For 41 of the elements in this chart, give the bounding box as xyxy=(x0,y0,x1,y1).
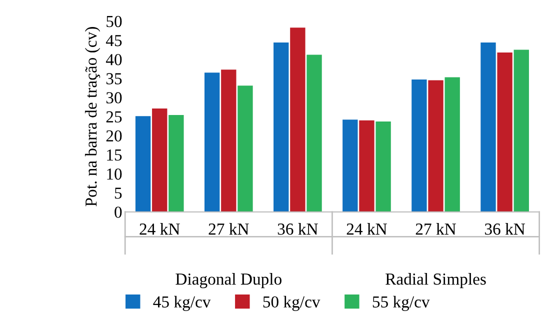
text: Radial Simples xyxy=(386,273,486,288)
bar xyxy=(428,80,444,212)
bar xyxy=(135,116,151,212)
bar xyxy=(306,54,322,212)
bar xyxy=(290,28,306,212)
y-tick-label: 15 xyxy=(107,149,122,161)
y-tick-label: 0 xyxy=(114,206,122,218)
y-tick-label: 45 xyxy=(106,35,122,46)
y-axis-title: Pot. na barra de tração (cv) xyxy=(84,27,100,206)
bar xyxy=(497,52,512,212)
bar xyxy=(480,42,496,212)
y-tick-label: 35 xyxy=(106,73,122,84)
bar xyxy=(444,77,460,212)
legend-label: 50 kg/cv xyxy=(263,296,320,311)
y-tick-label: 10 xyxy=(107,168,122,180)
y-tick-label: 50 xyxy=(106,16,122,28)
legend-label: 55 kg/cv xyxy=(372,296,430,311)
bar xyxy=(359,120,374,212)
y-tick-label: 40 xyxy=(106,54,122,66)
bar xyxy=(204,72,220,212)
y-tick-label: 5 xyxy=(114,188,122,199)
x-tick-label: 24 kN xyxy=(140,223,180,235)
bar xyxy=(238,86,253,212)
bar xyxy=(514,50,529,212)
bar xyxy=(412,80,427,212)
bar xyxy=(168,115,184,212)
bar xyxy=(376,122,391,212)
x-tick-label: 27 kN xyxy=(416,223,456,235)
y-tick-label: 20 xyxy=(106,130,122,142)
x-tick-label: 36 kN xyxy=(278,223,318,235)
bar xyxy=(274,42,289,212)
x-tick-label: 24 kN xyxy=(346,223,387,235)
x-tick-label: 36 kN xyxy=(484,223,526,235)
bar xyxy=(152,108,168,212)
y-tick-label: 25 xyxy=(106,111,122,122)
bar xyxy=(221,70,236,212)
x-tick-label: 27 kN xyxy=(208,223,249,235)
y-tick-label: 30 xyxy=(106,92,122,104)
text: Diagonal Duplo xyxy=(176,273,282,288)
legend-label: 45 kg/cv xyxy=(153,296,211,311)
bar xyxy=(342,120,358,212)
